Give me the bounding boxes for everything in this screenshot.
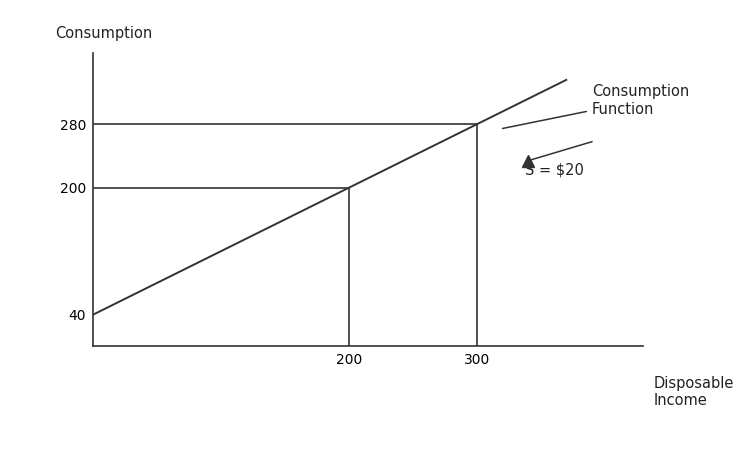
Text: Consumption
Function: Consumption Function bbox=[503, 84, 689, 129]
Text: S = $20: S = $20 bbox=[525, 163, 584, 178]
Text: Consumption: Consumption bbox=[55, 26, 152, 41]
Text: Disposable
Income: Disposable Income bbox=[654, 376, 734, 408]
